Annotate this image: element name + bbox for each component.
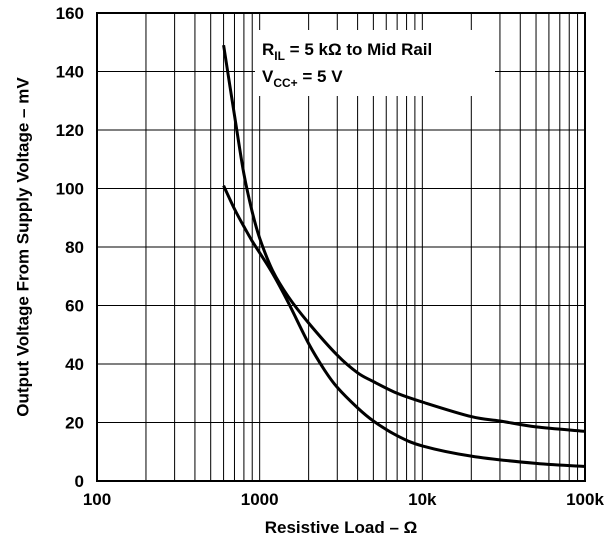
y-tick-label: 60: [65, 297, 84, 316]
annotation-2-main: V: [262, 67, 274, 86]
x-tick-label: 1000: [241, 490, 279, 509]
series-line-1: [222, 44, 586, 433]
y-tick-label: 120: [56, 121, 84, 140]
annotation-1-sub: IL: [274, 49, 285, 63]
x-tick-label: 100k: [566, 490, 604, 509]
x-tick-labels: 100 1000 10k 100k: [83, 490, 605, 509]
annotation-2-rest: = 5 V: [298, 67, 344, 86]
series-line-2: [222, 184, 586, 468]
y-tick-label: 0: [75, 472, 84, 491]
plot-frame: [96, 12, 586, 482]
y-tick-label: 140: [56, 63, 84, 82]
y-tick-labels: 0 20 40 60 80 100 120 140 160: [56, 4, 84, 491]
annotation-box: [255, 30, 495, 96]
y-tick-label: 160: [56, 4, 84, 23]
annotation-2-sub: CC+: [273, 76, 297, 90]
y-tick-label: 100: [56, 180, 84, 199]
annotation-1-main: R: [262, 40, 274, 59]
y-tick-label: 80: [65, 238, 84, 257]
annotation-line-2: VCC+ = 5 V: [262, 67, 343, 90]
y-axis-label: Output Voltage From Supply Voltage – mV: [13, 77, 32, 417]
annotation-1-rest: = 5 kΩ to Mid Rail: [285, 40, 432, 59]
x-tick-label: 10k: [408, 490, 437, 509]
y-tick-label: 40: [65, 355, 84, 374]
annotation-line-1: RIL = 5 kΩ to Mid Rail: [262, 40, 432, 63]
x-tick-label: 100: [83, 490, 111, 509]
x-axis-label: Resistive Load – Ω: [265, 518, 418, 537]
y-tick-label: 20: [65, 414, 84, 433]
series-group: [222, 44, 586, 468]
